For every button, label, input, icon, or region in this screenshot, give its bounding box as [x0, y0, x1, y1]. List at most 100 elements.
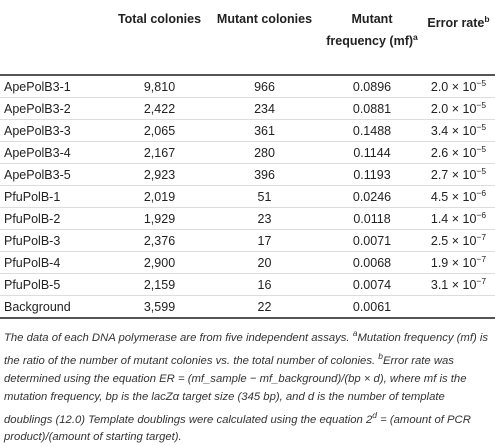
error-exponent: −6 — [476, 210, 487, 221]
error-exponent: −7 — [476, 276, 487, 287]
error-base: 3.1 × 10 — [430, 278, 477, 293]
error-base: 3.4 × 10 — [430, 124, 477, 139]
total-colonies: 2,167 — [112, 141, 207, 164]
mutant-colonies: 280 — [207, 141, 322, 164]
error-exponent: −5 — [476, 100, 487, 111]
header-row: Total colonies Mutant colonies Mutant freq… — [0, 0, 495, 76]
total-colonies: 2,019 — [112, 185, 207, 208]
row-label: ApePolB3-5 — [0, 163, 112, 186]
error-exponent: −5 — [476, 78, 487, 89]
mutant-frequency: 0.0246 — [322, 185, 422, 208]
error-rate: 3.1 × 10−7 — [422, 273, 495, 296]
row-label: ApePolB3-2 — [0, 97, 112, 120]
error-exponent: −6 — [476, 188, 487, 199]
total-colonies: 2,065 — [112, 119, 207, 142]
table-row: PfuPolB-1 2,019 51 0.0246 4.5 × 10−6 — [0, 185, 495, 208]
total-colonies: 2,900 — [112, 251, 207, 274]
error-rate: 2.7 × 10−5 — [422, 163, 495, 186]
error-rate: 2.6 × 10−5 — [422, 141, 495, 164]
footnote-text: Error rate was determined using the equa… — [4, 354, 467, 426]
header-text: Error rate — [427, 16, 485, 31]
error-base: 1.4 × 10 — [430, 212, 477, 227]
table-row: ApePolB3-2 2,422 234 0.0881 2.0 × 10−5 — [0, 97, 495, 120]
error-rate: 2.0 × 10−5 — [422, 97, 495, 120]
error-base: 4.5 × 10 — [430, 190, 477, 205]
mutant-frequency: 0.0896 — [322, 75, 422, 98]
mutant-frequency: 0.1488 — [322, 119, 422, 142]
error-base: 1.9 × 10 — [430, 256, 477, 271]
row-label: ApePolB3-4 — [0, 141, 112, 164]
table-row: PfuPolB-5 2,159 16 0.0074 3.1 × 10−7 — [0, 273, 495, 296]
row-label: ApePolB3-3 — [0, 119, 112, 142]
error-base: 2.5 × 10 — [430, 234, 477, 249]
mutant-frequency: 0.1193 — [322, 163, 422, 186]
footnote-superscript: b — [378, 350, 383, 361]
row-label: ApePolB3-1 — [0, 75, 112, 98]
mutant-colonies: 22 — [207, 295, 322, 319]
total-colonies: 2,923 — [112, 163, 207, 186]
row-label: PfuPolB-1 — [0, 185, 112, 208]
table-row: PfuPolB-4 2,900 20 0.0068 1.9 × 10−7 — [0, 251, 495, 274]
mutant-colonies: 966 — [207, 75, 322, 98]
error-exponent: −5 — [476, 122, 487, 133]
mutant-colonies: 16 — [207, 273, 322, 296]
error-exponent: −5 — [476, 166, 487, 177]
mutant-frequency: 0.0074 — [322, 273, 422, 296]
header-text: Total colonies — [117, 12, 202, 26]
error-rate: 4.5 × 10−6 — [422, 185, 495, 208]
row-label: PfuPolB-5 — [0, 273, 112, 296]
table-row: PfuPolB-3 2,376 17 0.0071 2.5 × 10−7 — [0, 229, 495, 252]
mutant-colonies: 20 — [207, 251, 322, 274]
table-row: ApePolB3-3 2,065 361 0.1488 3.4 × 10−5 — [0, 119, 495, 142]
mutant-colonies: 396 — [207, 163, 322, 186]
table-row: ApePolB3-5 2,923 396 0.1193 2.7 × 10−5 — [0, 163, 495, 186]
header-text: Mutant colonies — [216, 12, 313, 26]
header-cell: Mutant colonies — [207, 0, 322, 76]
total-colonies: 2,159 — [112, 273, 207, 296]
table-row: Background 3,599 22 0.0061 — [0, 295, 495, 319]
data-table: Total colonies Mutant colonies Mutant freq… — [0, 0, 495, 319]
error-base: 2.6 × 10 — [430, 146, 477, 161]
error-rate: 2.0 × 10−5 — [422, 75, 495, 98]
footnote-text: Mutation frequency (mf) is the ratio of … — [4, 331, 489, 367]
error-rate — [422, 295, 495, 319]
mutant-colonies: 17 — [207, 229, 322, 252]
footnote-text: = (amount of PCR product)/(amount of sta… — [4, 413, 471, 444]
row-label: PfuPolB-2 — [0, 207, 112, 230]
mutant-frequency: 0.0068 — [322, 251, 422, 274]
mutant-frequency: 0.0881 — [322, 97, 422, 120]
row-label: Background — [0, 295, 112, 319]
error-rate: 3.4 × 10−5 — [422, 119, 495, 142]
total-colonies: 2,422 — [112, 97, 207, 120]
error-rate: 1.9 × 10−7 — [422, 251, 495, 274]
table-row: ApePolB3-1 9,810 966 0.0896 2.0 × 10−5 — [0, 75, 495, 98]
error-exponent: −7 — [476, 254, 487, 265]
table-row: PfuPolB-2 1,929 23 0.0118 1.4 × 10−6 — [0, 207, 495, 230]
error-rate: 1.4 × 10−6 — [422, 207, 495, 230]
mutant-frequency: 0.1144 — [322, 141, 422, 164]
header-cell: Mutant frequency (mf)a — [322, 0, 422, 76]
total-colonies: 9,810 — [112, 75, 207, 98]
header-text: Mutant frequency (mf) — [326, 12, 414, 49]
error-exponent: −7 — [476, 232, 487, 243]
error-exponent: −5 — [476, 144, 487, 155]
footnote-superscript: a — [352, 328, 358, 338]
header-cell: Total colonies — [112, 0, 207, 76]
error-base: 2.0 × 10 — [430, 102, 477, 117]
total-colonies: 2,376 — [112, 229, 207, 252]
mutant-colonies: 51 — [207, 185, 322, 208]
mutant-frequency: 0.0071 — [322, 229, 422, 252]
footnote-superscript: d — [372, 409, 377, 420]
header-cell: Error rateb — [422, 0, 495, 76]
table-body: ApePolB3-1 9,810 966 0.0896 2.0 × 10−5 ApePol… — [0, 75, 495, 319]
table-row: ApePolB3-4 2,167 280 0.1144 2.6 × 10−5 — [0, 141, 495, 164]
error-base: 2.7 × 10 — [430, 168, 477, 183]
total-colonies: 3,599 — [112, 295, 207, 319]
error-base: 2.0 × 10 — [430, 80, 477, 95]
row-label: PfuPolB-4 — [0, 251, 112, 274]
corner-cell — [0, 0, 112, 76]
mutant-colonies: 234 — [207, 97, 322, 120]
mutant-frequency: 0.0118 — [322, 207, 422, 230]
row-label: PfuPolB-3 — [0, 229, 112, 252]
